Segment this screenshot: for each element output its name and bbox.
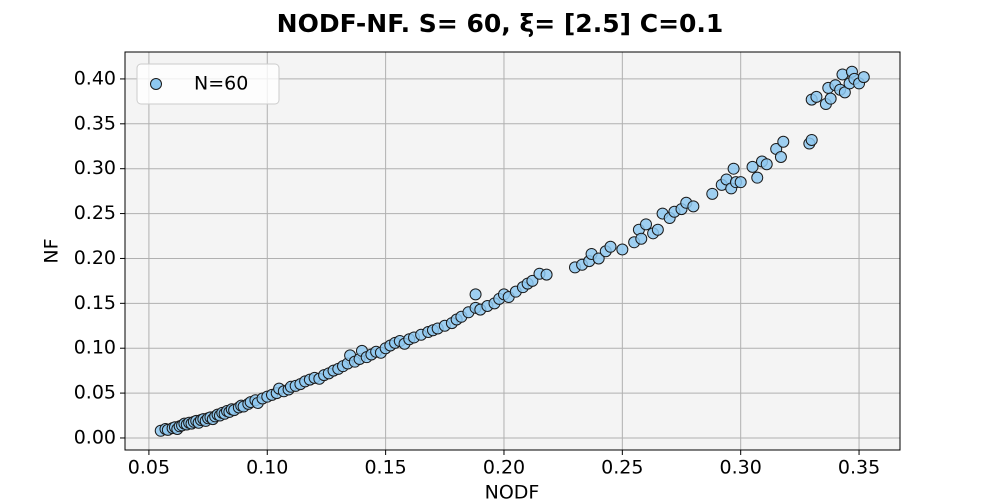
x-tick-label: 0.20 <box>483 457 525 479</box>
y-tick-label: 0.15 <box>74 292 116 314</box>
y-tick-label: 0.40 <box>74 67 116 89</box>
x-tick-label: 0.30 <box>720 457 762 479</box>
point <box>760 158 773 171</box>
point <box>706 187 719 200</box>
legend-label: N=60 <box>194 73 248 95</box>
point <box>805 133 818 146</box>
point <box>640 218 653 231</box>
point <box>734 176 747 189</box>
point <box>526 274 539 287</box>
point <box>604 240 617 253</box>
point <box>651 223 664 236</box>
plot-area <box>125 52 900 450</box>
x-tick-label: 0.10 <box>246 457 288 479</box>
y-tick-label: 0.35 <box>74 112 116 134</box>
x-tick-label: 0.05 <box>128 457 170 479</box>
y-tick-label: 0.10 <box>74 337 116 359</box>
point <box>687 200 700 213</box>
y-tick-label: 0.30 <box>74 157 116 179</box>
point <box>635 232 648 245</box>
point <box>810 90 823 103</box>
y-axis-label: NF <box>41 238 63 263</box>
y-tick-label: 0.20 <box>74 247 116 269</box>
x-tick-label: 0.35 <box>838 457 880 479</box>
y-tick-label: 0.05 <box>74 382 116 404</box>
point <box>540 268 553 281</box>
point <box>746 160 759 173</box>
point <box>616 243 629 256</box>
plot-frame <box>124 51 901 451</box>
chart-title: NODF-NF. S= 60, ξ= [2.5] C=0.1 <box>277 9 724 38</box>
point <box>751 171 764 184</box>
point <box>777 135 790 148</box>
legend-box <box>136 63 280 105</box>
y-tick-label: 0.25 <box>74 202 116 224</box>
x-tick-label: 0.15 <box>364 457 406 479</box>
point <box>857 71 870 84</box>
y-tick-label: 0.00 <box>74 426 116 448</box>
point <box>592 252 605 265</box>
point <box>774 151 787 164</box>
point <box>469 288 482 301</box>
point <box>824 92 837 105</box>
x-tick-label: 0.25 <box>601 457 643 479</box>
point <box>727 162 740 175</box>
x-axis-label: NODF <box>485 482 540 500</box>
legend-marker <box>150 78 162 90</box>
